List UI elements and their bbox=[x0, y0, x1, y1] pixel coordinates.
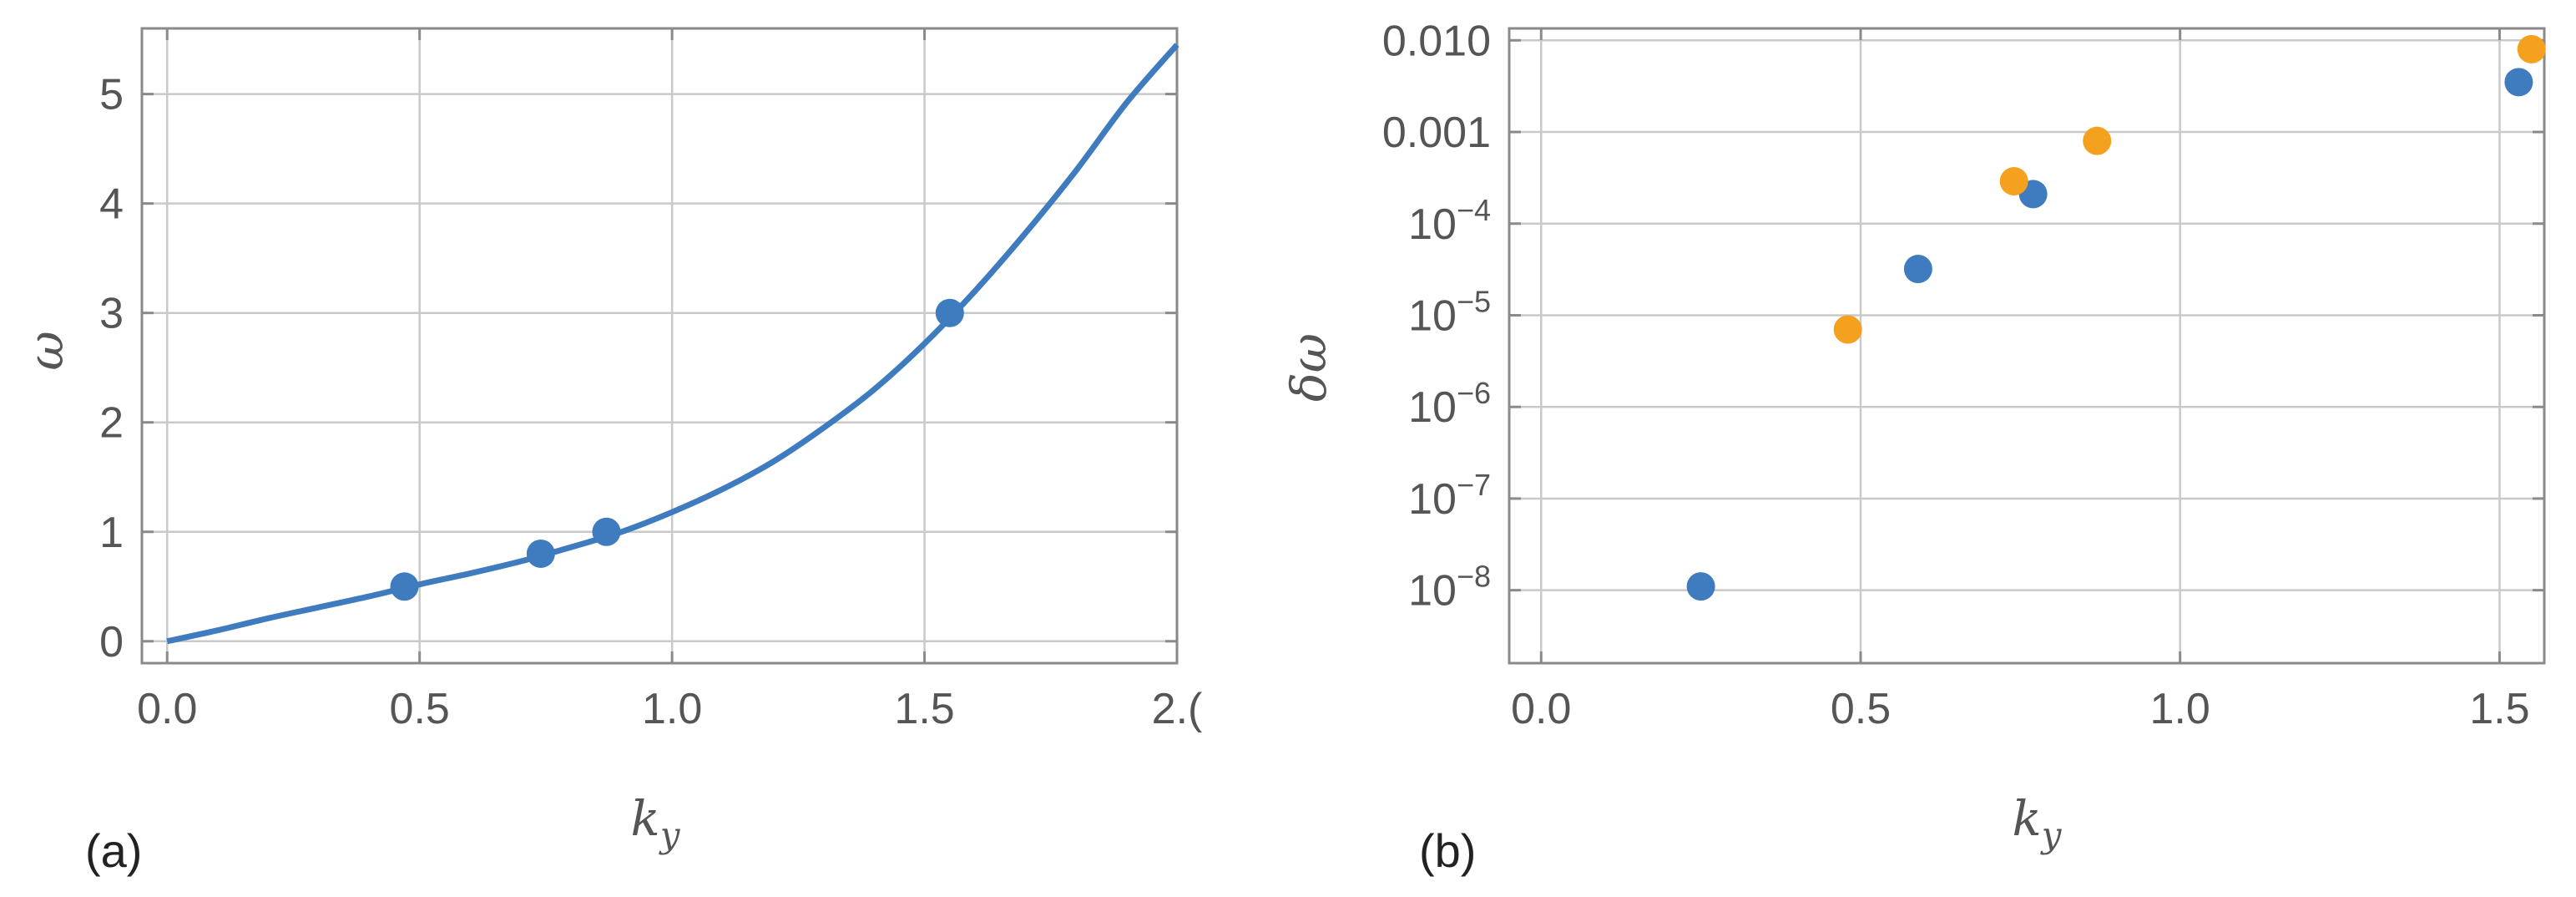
panel-b-y-axis-label: δω bbox=[1280, 333, 1337, 402]
panel-a-data-point bbox=[390, 572, 419, 601]
panel-b-frame bbox=[1508, 27, 2546, 665]
panel-b-y-tick-label: 0.010 bbox=[1382, 17, 1491, 65]
panel-b-y-tick-label: 10−4 bbox=[1408, 193, 1491, 249]
panel-a-data-point bbox=[592, 517, 621, 546]
panel-a-x-tick-label: 2.( bbox=[1152, 685, 1203, 733]
panel-b-y-tick-label: 10−5 bbox=[1408, 284, 1491, 340]
panel-a-chart: 0.0 0.5 1.0 1.5 2.( 0 1 2 3 4 5 ky ω (a) bbox=[18, 27, 1203, 877]
panel-a-dispersion-curve bbox=[166, 43, 1179, 645]
panel-b-blue-point bbox=[1903, 255, 1932, 284]
panel-b-orange-point bbox=[2083, 126, 2112, 155]
panel-a-ticks: 0.0 0.5 1.0 1.5 2.( 0 1 2 3 4 5 bbox=[99, 28, 1203, 733]
panel-a-x-axis-label: ky bbox=[631, 790, 681, 855]
panel-b-y-tick-label: 10−7 bbox=[1408, 468, 1491, 524]
panel-b-blue-point bbox=[1686, 572, 1715, 601]
panel-b-blue-point bbox=[2504, 68, 2533, 97]
panel-b-ticks: 0.0 0.5 1.0 1.5 10−8 10−7 10−6 10−5 10−4 0.001 0.0… bbox=[1382, 17, 2544, 733]
panel-b-orange-point bbox=[1999, 167, 2028, 196]
panel-b-x-tick-label: 1.5 bbox=[2469, 685, 2529, 733]
panel-a-grid bbox=[142, 28, 1177, 663]
panel-b-y-tick-label: 10−8 bbox=[1408, 560, 1491, 616]
panel-a-label: (a) bbox=[85, 824, 142, 877]
panel-b-y-tick-label: 10−6 bbox=[1408, 376, 1491, 432]
panel-a-x-tick-label: 0.5 bbox=[390, 685, 450, 733]
panel-a-y-tick-label: 2 bbox=[99, 399, 124, 448]
panel-b-orange-point bbox=[2517, 34, 2546, 63]
panel-b-label: (b) bbox=[1419, 824, 1476, 877]
panel-a-data-point bbox=[526, 539, 555, 568]
panel-b-series bbox=[1686, 34, 2546, 601]
panel-a-y-tick-label: 4 bbox=[99, 180, 124, 229]
panel-b-x-tick-label: 0.0 bbox=[1511, 685, 1571, 733]
panel-a-series bbox=[166, 43, 1179, 645]
panel-a-frame bbox=[140, 27, 1179, 665]
panel-a-y-tick-label: 1 bbox=[99, 509, 124, 557]
panel-a-x-tick-label: 1.0 bbox=[642, 685, 702, 733]
panel-b-orange-point bbox=[1833, 315, 1862, 344]
panel-b-y-tick-label: 0.001 bbox=[1382, 109, 1491, 157]
panel-b-x-tick-label: 0.5 bbox=[1831, 685, 1891, 733]
panel-a-data-point bbox=[935, 298, 964, 327]
panel-a-y-axis-label: ω bbox=[18, 331, 74, 370]
panel-a-x-tick-label: 1.5 bbox=[894, 685, 954, 733]
panel-b-x-axis-label: ky bbox=[2013, 790, 2063, 855]
panel-a-y-tick-label: 0 bbox=[99, 618, 124, 666]
panel-a-y-tick-label: 3 bbox=[99, 290, 124, 338]
panel-a-y-tick-label: 5 bbox=[99, 71, 124, 119]
panel-b-x-tick-label: 1.0 bbox=[2150, 685, 2210, 733]
panel-b-chart: 0.0 0.5 1.0 1.5 10−8 10−7 10−6 10−5 10−4 0.001 0.0… bbox=[1280, 17, 2546, 877]
panel-b-grid bbox=[1509, 28, 2544, 663]
panel-a-x-tick-label: 0.0 bbox=[137, 685, 197, 733]
